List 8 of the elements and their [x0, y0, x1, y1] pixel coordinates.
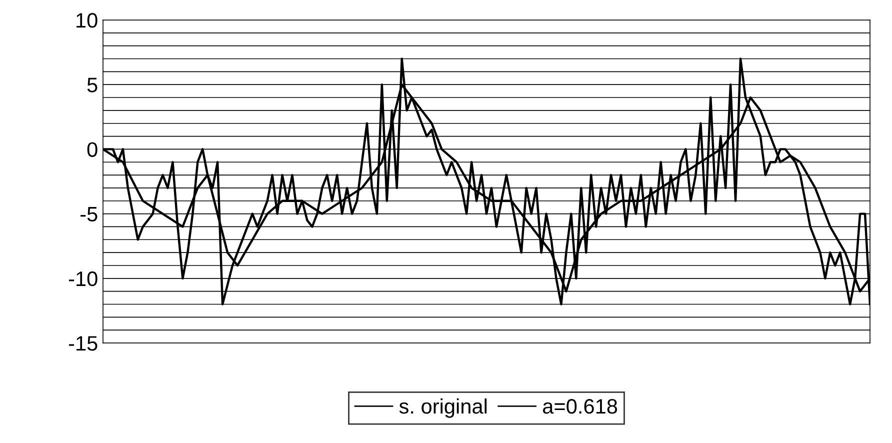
y-tick-label: -15 [68, 336, 98, 351]
y-tick-label: -10 [68, 271, 98, 286]
y-tick-label: -5 [80, 207, 98, 222]
y-tick-label: 5 [87, 78, 98, 92]
legend-label: s. original [399, 398, 487, 418]
y-tick-label: 0 [87, 142, 98, 157]
legend-label: a=0.618 [542, 398, 618, 414]
y-tick-label: 10 [76, 13, 98, 28]
